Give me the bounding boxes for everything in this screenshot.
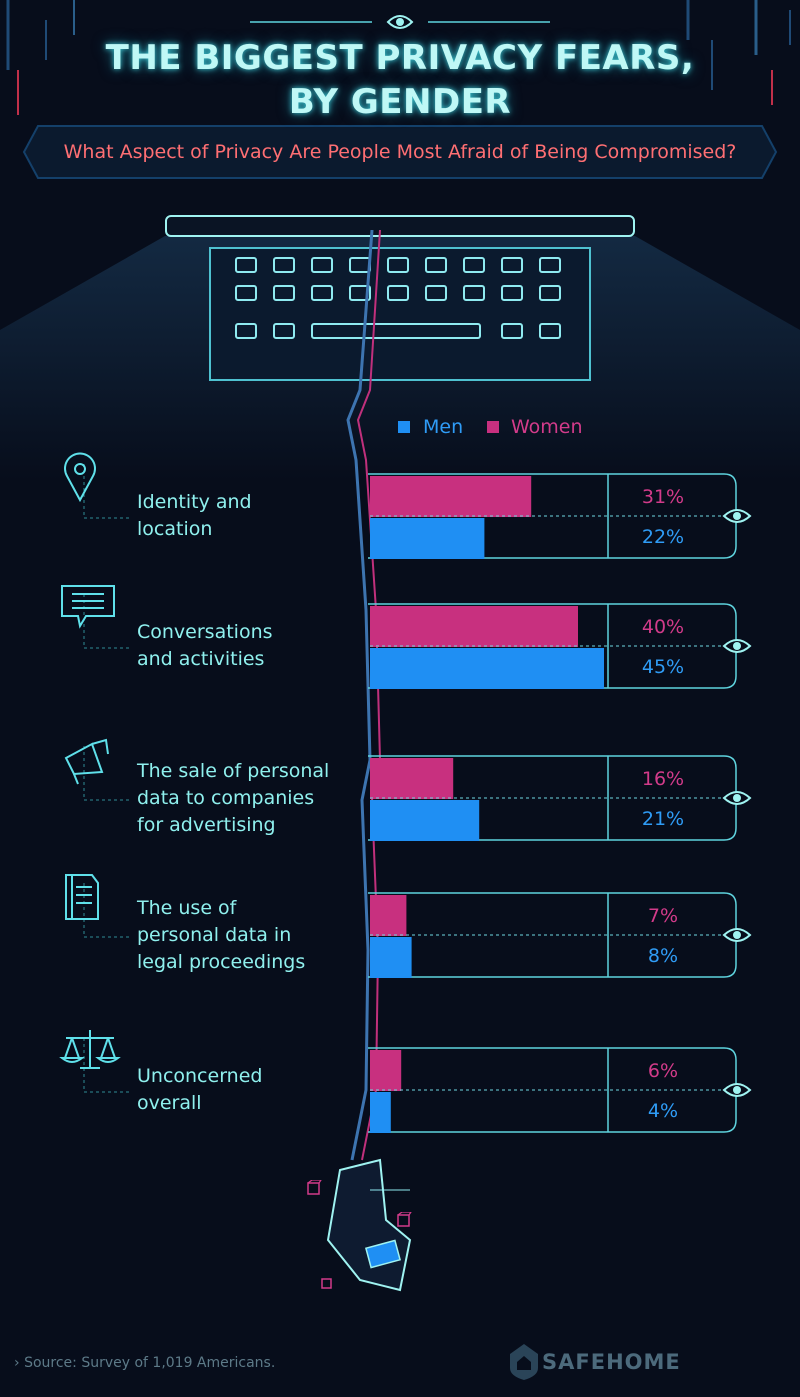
value-label-women: 40% [641,616,685,638]
label-leader [83,746,132,801]
scales-icon [59,1030,121,1069]
category-label-line: location [137,518,213,540]
category-label-line: The use of [137,896,237,919]
title-line-2: BY GENDER [288,82,512,122]
bar-men [370,518,485,559]
category-label-line: Unconcerned [137,1065,263,1087]
value-label-men: 21% [641,808,685,830]
source-text: Source: Survey of 1,019 Americans. [24,1355,276,1371]
legend-label-men: Men [423,416,464,438]
brand-name: SAFEHOME [542,1350,681,1374]
cube-icon [307,1180,322,1195]
legend-swatch-women [487,421,499,433]
location-pin-icon [64,452,96,503]
credit-card-icon [365,1239,401,1269]
value-label-women: 16% [641,768,685,790]
value-label-men: 8% [647,945,679,967]
label-leader [83,883,132,938]
bar-men [370,937,412,978]
legend-swatch-men [398,421,410,433]
category-label-line: and activities [137,648,265,670]
legend-label-women: Women [511,416,583,438]
house-shield-icon [510,1344,538,1380]
category-label-line: Identity and [137,491,252,513]
value-label-women: 31% [641,486,685,508]
eye-icon [722,1083,752,1097]
category-label: The sale of personal data to companies for… [137,758,352,839]
cube-icon [321,1278,332,1289]
category-label: The use of personal data in legal proceedi… [137,895,352,976]
chart-title: THE BIGGEST PRIVACY FEARS, BY GENDER [0,36,800,124]
category-label-line: The sale of personal [137,759,330,782]
bar-women [370,895,407,936]
eye-icon [722,509,752,523]
eye-icon [722,639,752,653]
source-note: › Source: Survey of 1,019 Americans. [14,1355,276,1371]
bar-women [370,1050,402,1091]
value-label-men: 22% [641,526,685,548]
bar-women [370,476,532,517]
document-icon [65,874,99,920]
eye-icon [386,15,414,29]
bar-men [370,1092,391,1133]
bar-women [370,758,454,799]
category-label: Identity and location [137,489,352,543]
category-label-line: personal data in [137,923,292,946]
keyboard-illustration [165,215,635,381]
chart-subtitle: What Aspect of Privacy Are People Most A… [63,141,737,163]
eye-icon [722,791,752,805]
label-leader [83,594,132,649]
bar-women [370,606,578,647]
label-leader [83,464,132,519]
value-label-men: 4% [647,1100,679,1122]
label-leader [83,1038,132,1093]
category-label-line: legal proceedings [137,950,306,973]
value-label-women: 6% [647,1060,679,1082]
value-label-women: 7% [647,905,679,927]
category-label-line: Conversations [137,621,273,643]
bar-men [370,800,480,841]
chat-bubble-icon [61,585,115,629]
category-label: Unconcerned overall [137,1063,352,1117]
category-label-line: data to companies [137,786,315,809]
eye-icon [722,928,752,942]
megaphone-icon [64,738,109,785]
category-label-line: overall [137,1092,202,1114]
title-line-1: THE BIGGEST PRIVACY FEARS, [105,38,695,78]
bar-men [370,648,604,689]
cube-icon [397,1212,412,1227]
category-label-line: for advertising [137,813,276,836]
value-label-men: 45% [641,656,685,678]
category-label: Conversations and activities [137,619,352,673]
